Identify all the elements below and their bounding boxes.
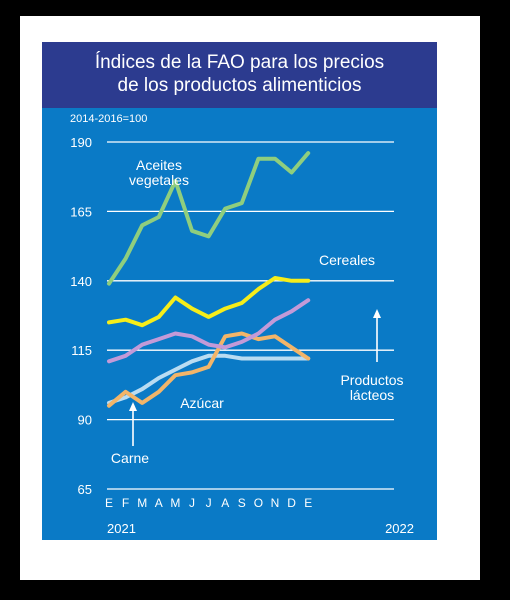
y-tick-label-65: 65 [78,482,92,497]
year-label-start: 2021 [107,521,136,536]
annotation-label-1-0: Cereales [319,252,375,268]
x-tick-label-3: A [155,496,163,510]
x-tick-label-5: J [189,496,195,510]
y-tick-label-165: 165 [70,204,92,219]
series-line-3 [107,331,311,408]
y-tick-label-140: 140 [70,274,92,289]
x-tick-label-12: E [304,496,312,510]
x-tick-label-8: S [238,496,246,510]
x-tick-label-10: N [271,496,280,510]
y-tick-label-115: 115 [71,343,92,358]
annotation-label-0-0: Aceites [136,157,182,173]
annotation-arrow-head-2 [373,309,381,318]
chart-title: Índices de la FAO para los precios de lo… [42,42,437,108]
chart-panel: Índices de la FAO para los precios de lo… [42,42,437,540]
annotation-label-0-1: vegetales [129,172,189,188]
x-tick-label-0: E [105,496,113,510]
x-tick-label-7: A [221,496,229,510]
year-label-end: 2022 [385,521,414,536]
annotation-label-2-0: Productos [340,372,403,388]
x-tick-label-4: M [170,496,180,510]
chart-title-line-1: Índices de la FAO para los precios [94,52,385,73]
chart-title-line-2: de los productos alimenticios [117,75,362,96]
unit-note: 2014-2016=100 [70,113,147,125]
series-line-4 [107,353,311,405]
series-line-0 [107,151,311,286]
x-tick-label-6: J [206,496,212,510]
x-tick-label-11: D [287,496,296,510]
y-tick-label-190: 190 [70,135,92,150]
annotation-label-3-0: Azúcar [180,395,224,411]
annotation-label-4-0: Carne [111,450,149,466]
x-tick-label-9: O [254,496,263,510]
x-tick-label-2: M [137,496,147,510]
x-tick-label-1: F [122,496,129,510]
series-line-2 [107,298,311,364]
y-tick-label-90: 90 [78,413,92,428]
series-line-1 [107,276,311,328]
annotation-label-2-1: lácteos [350,387,394,403]
annotation-arrow-head-4 [129,402,137,411]
